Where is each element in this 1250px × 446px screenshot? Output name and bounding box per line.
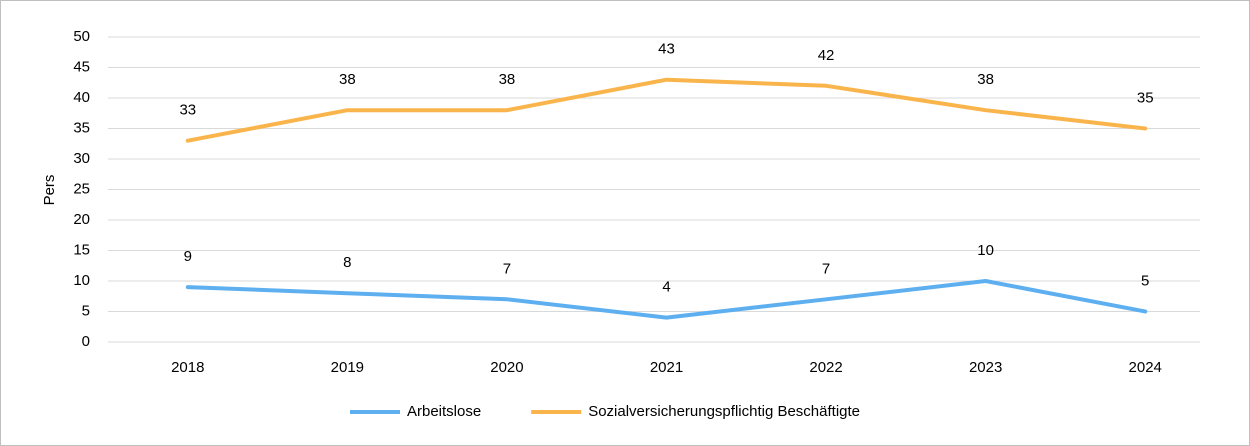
x-tick-label: 2024 <box>1129 359 1162 376</box>
y-tick-label: 45 <box>73 58 90 75</box>
data-label: 33 <box>179 102 196 119</box>
data-label: 9 <box>184 248 192 265</box>
data-label: 35 <box>1137 89 1154 106</box>
data-label: 7 <box>822 260 830 277</box>
data-label: 5 <box>1141 272 1149 289</box>
data-label: 42 <box>818 47 835 64</box>
data-label: 43 <box>658 41 675 58</box>
legend-label: Arbeitslose <box>407 403 481 420</box>
data-label: 10 <box>977 242 994 259</box>
x-tick-label: 2023 <box>969 359 1002 376</box>
y-tick-label: 35 <box>73 119 90 136</box>
x-tick-label: 2022 <box>809 359 842 376</box>
data-label: 38 <box>977 71 994 88</box>
series-line <box>185 279 1148 320</box>
x-tick-label: 2020 <box>490 359 523 376</box>
data-label: 4 <box>662 279 670 296</box>
y-tick-label: 5 <box>82 302 90 319</box>
data-label: 7 <box>503 260 511 277</box>
y-tick-label: 30 <box>73 150 90 167</box>
y-tick-label: 15 <box>73 241 90 258</box>
y-tick-label: 50 <box>73 28 90 45</box>
data-label: 38 <box>499 71 516 88</box>
y-tick-label: 20 <box>73 211 90 228</box>
data-label: 38 <box>339 71 356 88</box>
series-line <box>185 77 1148 143</box>
y-tick-label: 40 <box>73 89 90 106</box>
legend-label: Sozialversicherungspflichtig Beschäftigt… <box>588 403 860 420</box>
data-label: 8 <box>343 254 351 271</box>
x-tick-label: 2018 <box>171 359 204 376</box>
y-tick-label: 0 <box>82 333 90 350</box>
x-tick-label: 2019 <box>331 359 364 376</box>
y-tick-label: 25 <box>73 180 90 197</box>
x-tick-label: 2021 <box>650 359 683 376</box>
y-axis-label: Pers <box>41 175 58 206</box>
y-tick-label: 10 <box>73 272 90 289</box>
